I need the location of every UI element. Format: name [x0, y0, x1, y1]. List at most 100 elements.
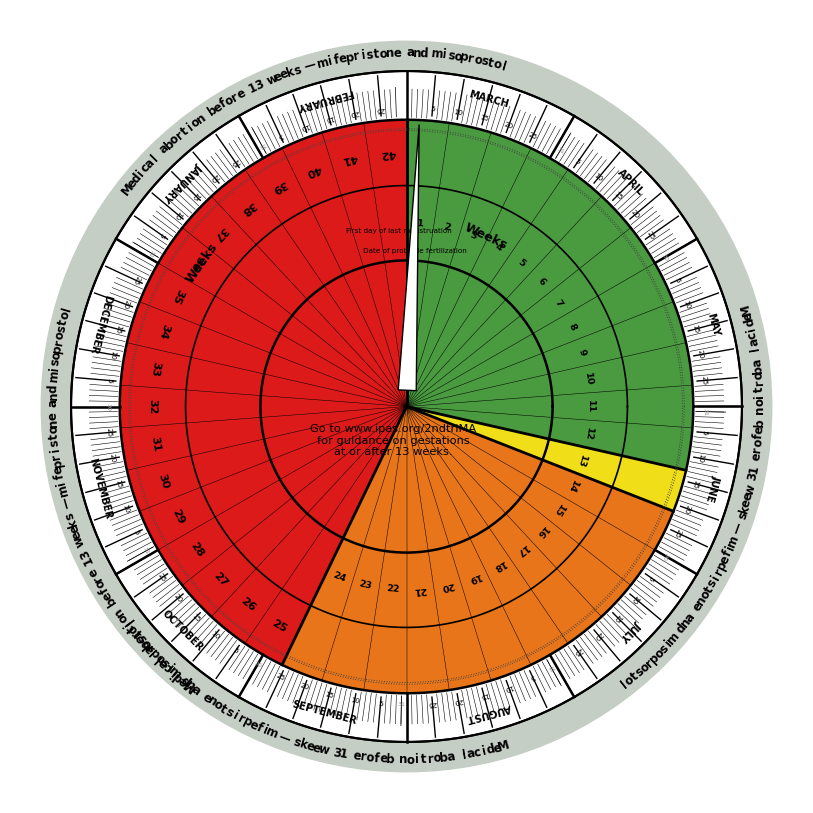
Text: m: m: [725, 533, 741, 550]
Text: e: e: [741, 491, 756, 502]
Text: l: l: [619, 679, 630, 691]
Text: a: a: [141, 641, 156, 656]
Text: e: e: [70, 528, 85, 541]
Text: e: e: [352, 750, 362, 763]
Text: e: e: [124, 176, 140, 191]
Text: o: o: [453, 50, 463, 63]
Text: e: e: [199, 690, 214, 706]
Text: 16: 16: [533, 524, 549, 539]
Text: 5: 5: [701, 430, 707, 435]
Text: t: t: [179, 124, 191, 138]
Text: 12: 12: [583, 427, 593, 441]
Text: 10: 10: [350, 697, 359, 704]
Text: o: o: [138, 637, 153, 652]
Text: b: b: [137, 636, 152, 651]
Text: e: e: [51, 465, 66, 475]
Text: i: i: [48, 366, 62, 372]
Text: o: o: [93, 577, 108, 590]
Text: k: k: [737, 504, 752, 515]
Text: i: i: [754, 393, 767, 398]
Text: w: w: [72, 533, 88, 549]
Text: e: e: [379, 753, 388, 766]
Text: JANUARY: JANUARY: [161, 161, 203, 203]
Text: MAY: MAY: [705, 311, 721, 337]
Wedge shape: [282, 406, 673, 693]
Text: DECEMBER: DECEMBER: [87, 293, 112, 355]
Text: 15: 15: [612, 612, 623, 623]
Text: s: s: [292, 736, 302, 750]
Text: w: w: [742, 483, 758, 497]
Text: a: a: [156, 655, 171, 671]
Text: 5: 5: [515, 258, 526, 268]
Text: 5: 5: [378, 701, 383, 707]
Text: NOVEMBER: NOVEMBER: [87, 457, 113, 520]
Text: a: a: [189, 683, 202, 698]
Text: 31: 31: [546, 663, 556, 672]
Text: r: r: [229, 90, 241, 104]
Text: a: a: [747, 337, 761, 347]
Text: r: r: [50, 453, 63, 460]
Text: o: o: [698, 589, 713, 602]
Text: 25: 25: [106, 428, 112, 437]
Text: 30: 30: [661, 551, 669, 560]
Text: 20: 20: [350, 109, 359, 116]
Text: 15: 15: [691, 479, 699, 489]
Text: 10: 10: [697, 454, 704, 463]
Text: 25: 25: [157, 572, 167, 583]
Text: e: e: [739, 498, 754, 508]
Text: s: s: [736, 511, 750, 521]
Text: e: e: [753, 425, 766, 434]
Text: t: t: [56, 318, 70, 327]
Text: 15: 15: [550, 502, 566, 518]
Text: a: a: [142, 156, 158, 171]
Text: 13: 13: [576, 453, 588, 468]
Text: r: r: [128, 627, 142, 640]
Text: s: s: [48, 439, 62, 447]
Text: 3: 3: [746, 472, 760, 482]
Text: c: c: [473, 746, 482, 760]
Text: o: o: [637, 660, 652, 675]
Text: i: i: [230, 709, 240, 723]
Text: 8: 8: [567, 322, 577, 332]
Text: 38: 38: [239, 199, 258, 217]
Text: i: i: [745, 325, 758, 332]
Text: 25: 25: [572, 646, 583, 656]
Text: e: e: [176, 673, 191, 689]
Text: 15: 15: [324, 114, 334, 122]
Text: i: i: [415, 754, 420, 767]
Wedge shape: [406, 260, 553, 439]
Text: 32: 32: [148, 399, 158, 414]
Text: i: i: [135, 167, 147, 179]
Text: 30: 30: [661, 253, 669, 262]
Text: m: m: [664, 630, 682, 647]
Text: t: t: [486, 56, 495, 70]
Text: 3: 3: [77, 547, 93, 560]
Text: p: p: [715, 559, 730, 572]
Wedge shape: [406, 120, 693, 470]
Text: 27: 27: [211, 570, 229, 589]
Text: 26: 26: [239, 596, 258, 614]
Circle shape: [260, 260, 553, 553]
Text: —: —: [276, 730, 292, 746]
Text: 1: 1: [338, 747, 348, 762]
Text: p: p: [50, 458, 65, 468]
Text: 10: 10: [454, 109, 463, 116]
Text: 25: 25: [132, 275, 141, 286]
Text: e: e: [492, 741, 503, 755]
Text: s: s: [223, 705, 236, 720]
Text: e: e: [750, 451, 763, 461]
Text: 31: 31: [257, 141, 267, 150]
Text: M: M: [120, 180, 137, 198]
Text: 30: 30: [253, 661, 262, 669]
Text: e: e: [718, 554, 733, 566]
Polygon shape: [398, 124, 420, 391]
Text: 20: 20: [503, 122, 514, 130]
Text: m: m: [47, 369, 61, 382]
Text: 20: 20: [440, 580, 454, 591]
Text: 25: 25: [646, 230, 656, 241]
Text: APRIL: APRIL: [616, 167, 646, 197]
Text: 10: 10: [503, 683, 514, 691]
Text: e: e: [393, 46, 401, 59]
Text: 20: 20: [122, 299, 130, 310]
Wedge shape: [120, 120, 406, 665]
